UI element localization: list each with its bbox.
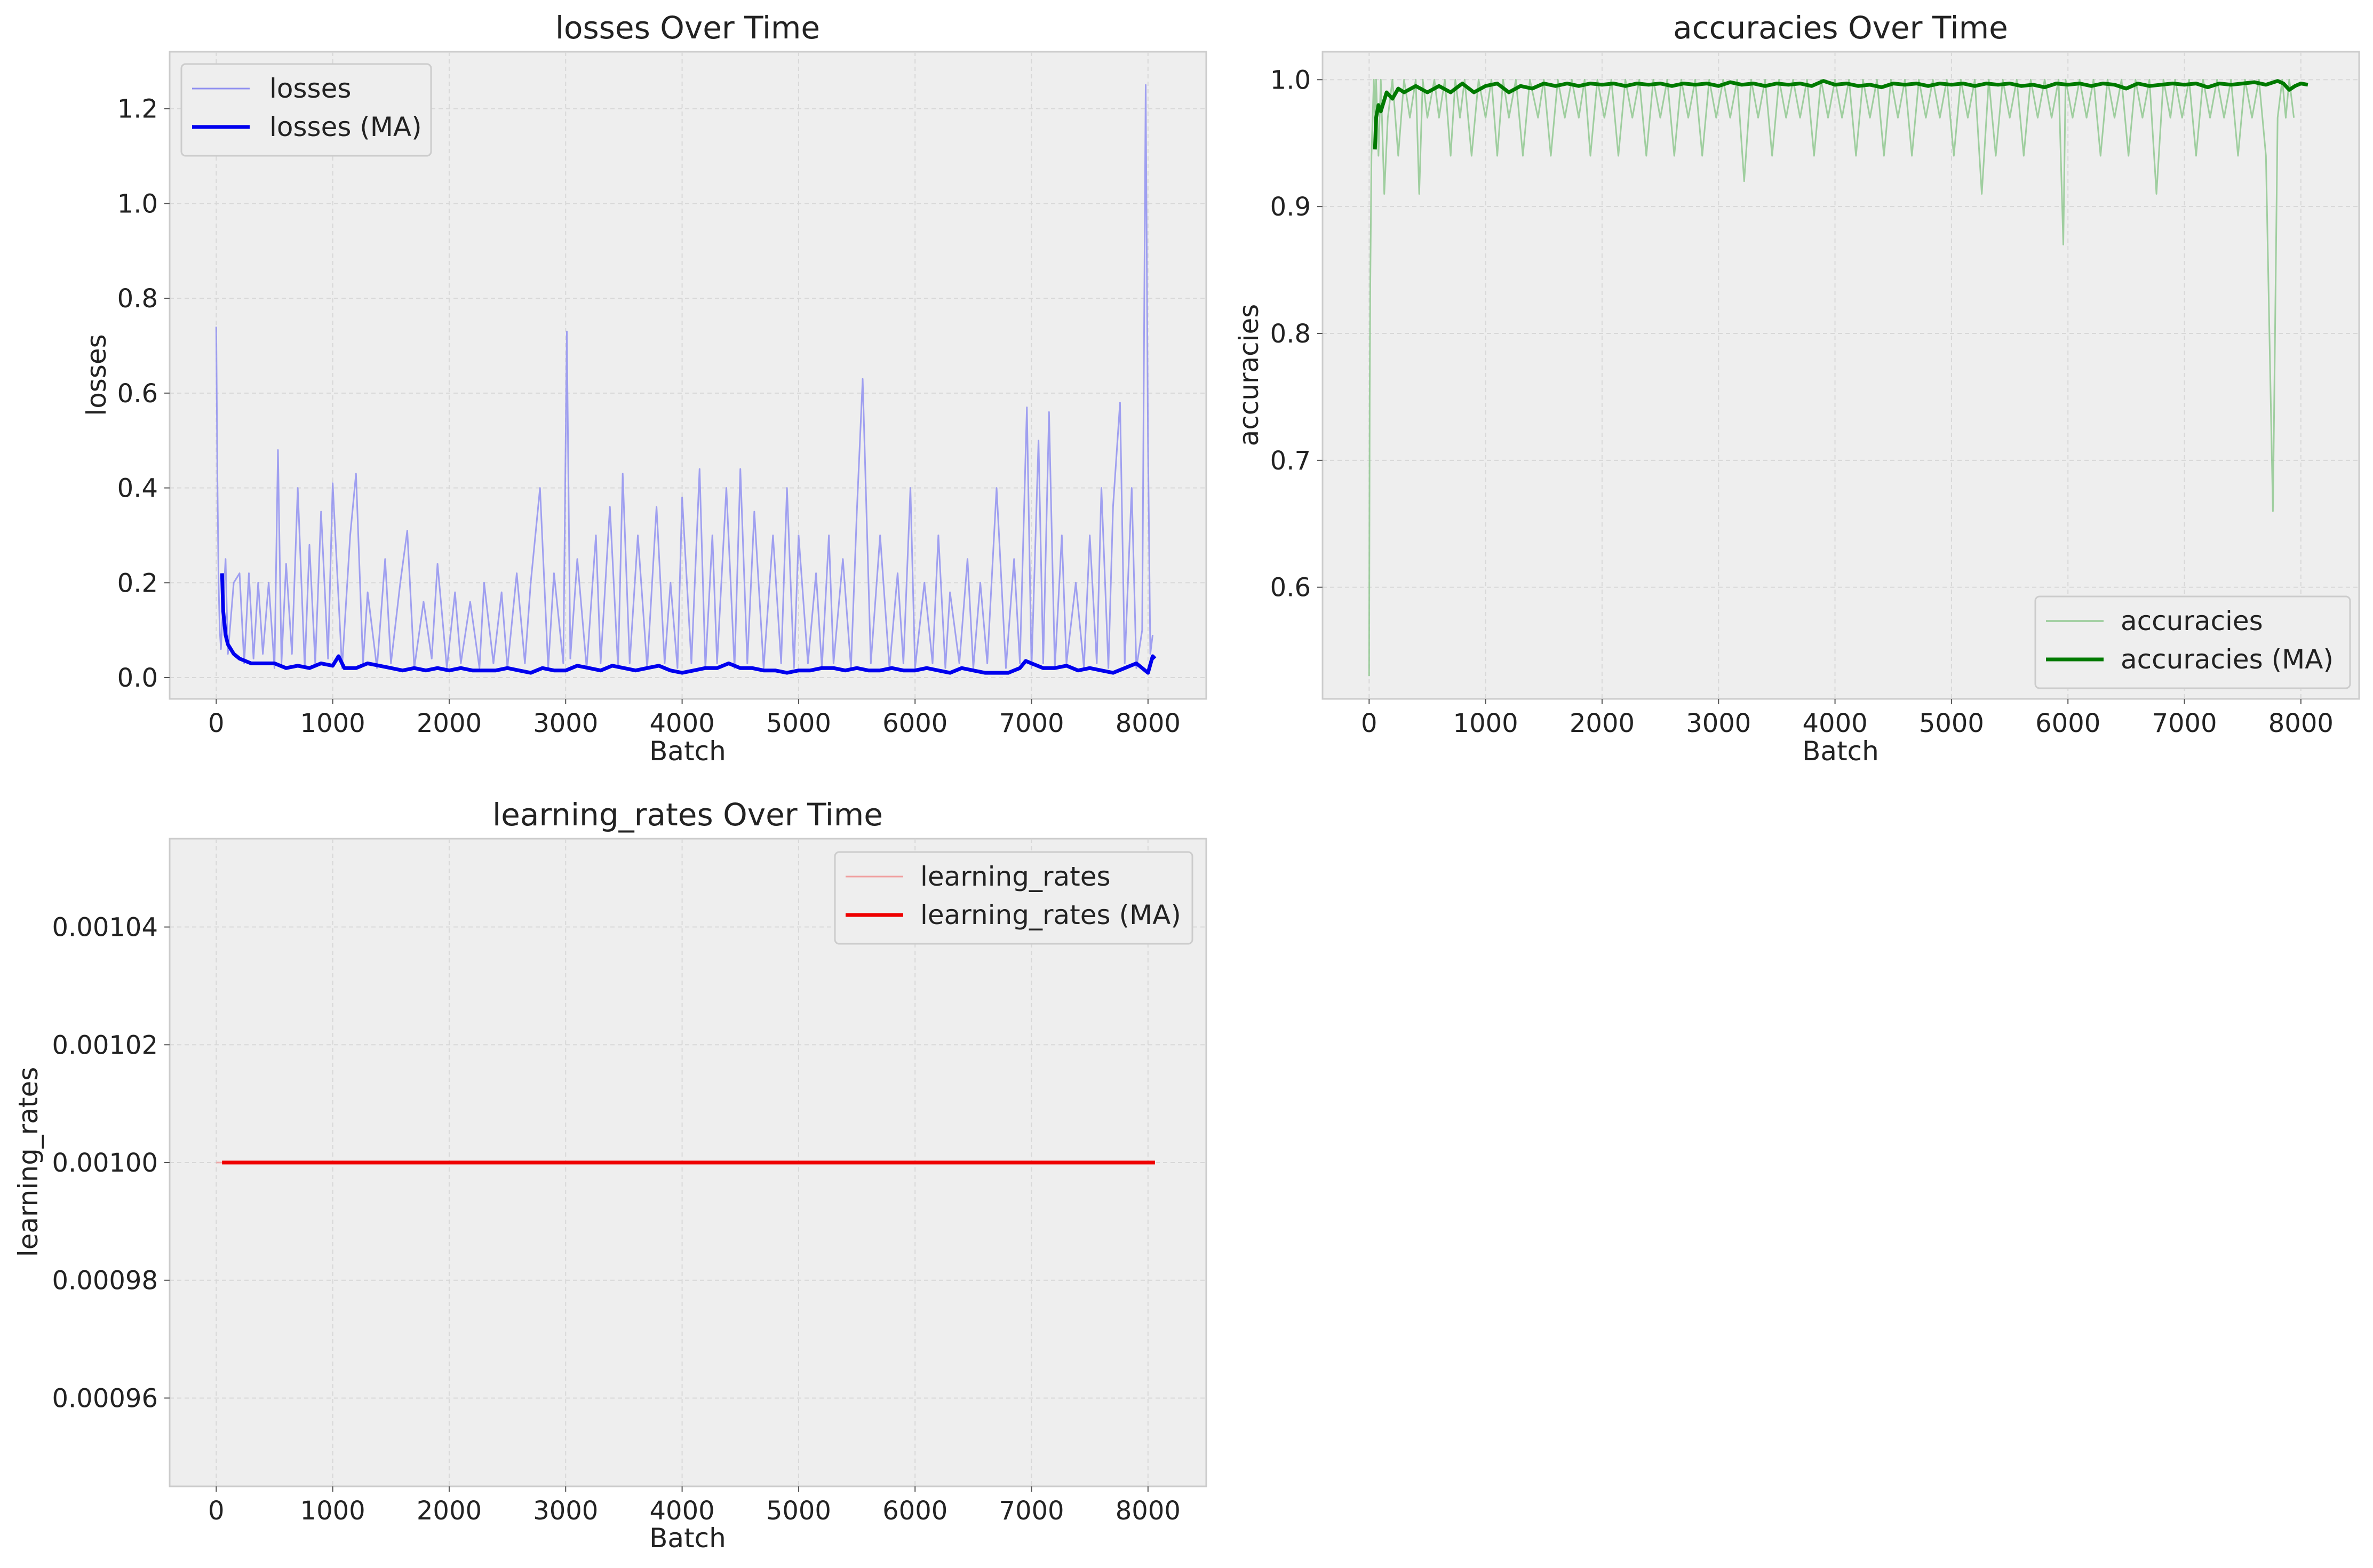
- x-tick-label: 7000: [999, 709, 1064, 738]
- learning-rates-chart-title: learning_rates Over Time: [492, 797, 883, 833]
- ma-series-line-losses: [220, 573, 1157, 675]
- learning-rates-chart: 0 1000 2000 3000 4000 5000 6000 7000 8000 0.00096…: [13, 797, 1207, 1554]
- x-tick-label: 2000: [417, 1496, 482, 1526]
- y-tick-label: 0.8: [117, 284, 158, 314]
- x-tick-label: 5000: [766, 1496, 831, 1526]
- x-tick-label: 7000: [2152, 709, 2217, 738]
- ma-series-line-accuracies: [1373, 79, 2308, 150]
- x-tick-label: 7000: [999, 1496, 1064, 1526]
- x-tick-label: 4000: [1803, 709, 1868, 738]
- y-tick-label: 0.6: [1270, 573, 1311, 603]
- learning-rates-legend: learning_rates learning_rates (MA): [834, 851, 1193, 945]
- x-tick-label: 4000: [650, 1496, 715, 1526]
- x-tick-label: 4000: [650, 709, 715, 738]
- learning-rates-x-axis-label: Batch: [649, 1523, 726, 1554]
- accuracies-x-axis-label: Batch: [1802, 736, 1879, 767]
- learning-rates-legend-ma-label: learning_rates (MA): [920, 900, 1181, 930]
- accuracies-legend-ma-label: accuracies (MA): [2121, 644, 2334, 675]
- raw-series-line-losses: [215, 84, 1154, 669]
- y-tick-label: 0.00096: [52, 1383, 158, 1413]
- x-tick-label: 3000: [533, 709, 598, 738]
- x-tick-label: 1000: [1453, 709, 1518, 738]
- losses-legend-ma-label: losses (MA): [269, 112, 422, 142]
- learning-rates-legend-box: [834, 851, 1193, 945]
- y-tick-label: 0.8: [1270, 319, 1311, 349]
- x-tick-label: 2000: [417, 709, 482, 738]
- x-tick-label: 5000: [766, 709, 831, 738]
- x-tick-label: 6000: [2035, 709, 2100, 738]
- x-tick-label: 0: [1361, 709, 1377, 738]
- learning-rates-ticks: 0 1000 2000 3000 4000 5000 6000 7000 8000 0.00096…: [52, 913, 1181, 1526]
- x-tick-label: 8000: [2268, 709, 2334, 738]
- y-tick-label: 1.0: [1270, 65, 1311, 95]
- accuracies-y-axis-label: accuracies: [1233, 304, 1264, 447]
- y-tick-label: 0.2: [117, 568, 158, 598]
- y-tick-label: 0.6: [117, 379, 158, 409]
- accuracies-legend-raw-label: accuracies: [2121, 606, 2263, 636]
- y-tick-label: 0.9: [1270, 192, 1311, 222]
- losses-legend: losses losses (MA): [180, 63, 432, 157]
- x-tick-label: 3000: [1686, 709, 1751, 738]
- accuracies-series: [1368, 78, 2308, 676]
- losses-legend-raw-label: losses: [269, 73, 351, 104]
- learning-rates-y-axis-label: learning_rates: [13, 1067, 44, 1257]
- x-tick-label: 0: [208, 709, 225, 738]
- y-tick-label: 0.00104: [52, 913, 158, 943]
- x-tick-label: 5000: [1919, 709, 1984, 738]
- losses-series: [215, 84, 1157, 675]
- accuracies-grid: [1323, 52, 2359, 699]
- losses-x-axis-label: Batch: [649, 736, 726, 767]
- x-tick-label: 6000: [882, 709, 947, 738]
- losses-ticks: 0 1000 2000 3000 4000 5000 6000 7000 8000 0.0 0.2 0…: [117, 94, 1181, 738]
- x-tick-label: 6000: [882, 1496, 947, 1526]
- losses-chart: 0 1000 2000 3000 4000 5000 6000 7000 8000 0.0 0.2 0…: [81, 10, 1207, 767]
- accuracies-legend: accuracies accuracies (MA): [2034, 595, 2351, 689]
- y-tick-label: 0.7: [1270, 446, 1311, 476]
- learning-rates-legend-raw-label: learning_rates: [920, 861, 1111, 892]
- y-tick-label: 0.4: [117, 474, 158, 504]
- x-tick-label: 8000: [1116, 709, 1181, 738]
- x-tick-label: 3000: [533, 1496, 598, 1526]
- x-tick-label: 8000: [1116, 1496, 1181, 1526]
- losses-legend-box: [180, 63, 432, 157]
- x-tick-label: 2000: [1570, 709, 1635, 738]
- accuracies-chart-title: accuracies Over Time: [1673, 10, 2008, 46]
- losses-chart-title: losses Over Time: [555, 10, 820, 46]
- accuracies-plot-area: [1321, 51, 2360, 700]
- x-tick-label: 1000: [300, 1496, 365, 1526]
- x-tick-label: 1000: [300, 709, 365, 738]
- y-tick-label: 0.0: [117, 663, 158, 693]
- y-tick-label: 0.00100: [52, 1148, 158, 1178]
- y-tick-label: 1.0: [117, 189, 158, 219]
- accuracies-legend-box: [2034, 595, 2351, 689]
- accuracies-chart: 0 1000 2000 3000 4000 5000 6000 7000 8000 0.6 0.7 0…: [1233, 10, 2360, 767]
- accuracies-ticks: 0 1000 2000 3000 4000 5000 6000 7000 8000 0.6 0.7 0…: [1270, 65, 2334, 738]
- y-tick-label: 0.00102: [52, 1030, 158, 1060]
- y-tick-label: 1.2: [117, 94, 158, 124]
- x-tick-label: 0: [208, 1496, 225, 1526]
- y-tick-label: 0.00098: [52, 1266, 158, 1296]
- losses-y-axis-label: losses: [81, 334, 112, 416]
